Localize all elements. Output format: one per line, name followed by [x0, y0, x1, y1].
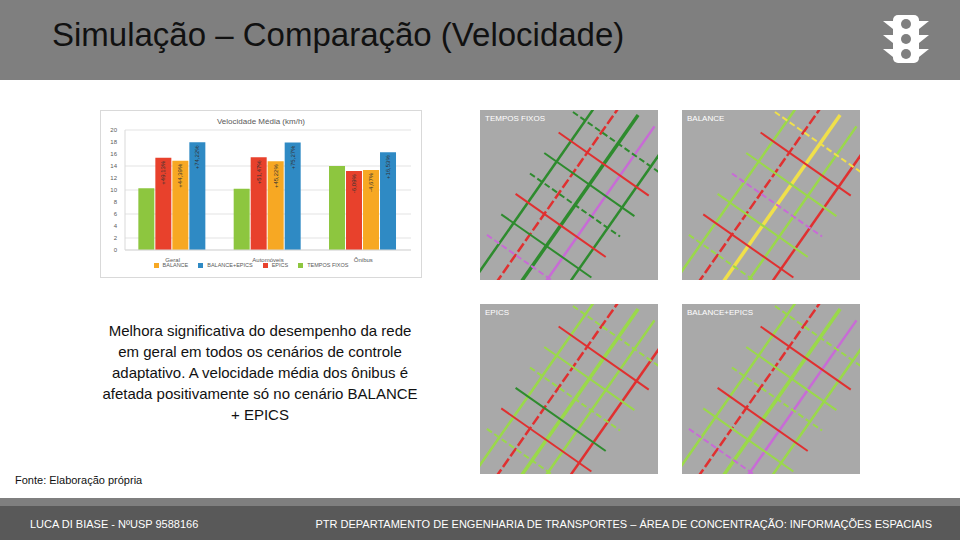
svg-text:4: 4 — [114, 223, 118, 229]
html-text:Velocidade Média (km/h): Velocidade Média (km/h) — [217, 117, 305, 126]
svg-text:16: 16 — [110, 151, 117, 157]
html-text:EPICS: EPICS — [271, 262, 289, 268]
html-text:LUCA DI BIASE - NºUSP 9588166: LUCA DI BIASE - NºUSP 9588166 — [30, 518, 199, 530]
svg-text:+16,53%: +16,53% — [385, 155, 391, 180]
svg-text:6: 6 — [114, 211, 118, 217]
svg-text:Geral: Geral — [165, 257, 180, 263]
svg-text:Automóveis: Automóveis — [252, 257, 283, 263]
svg-text:+49,13%: +49,13% — [160, 160, 166, 185]
svg-text:20: 20 — [110, 127, 117, 133]
html-text:BALANCE+EPICS: BALANCE+EPICS — [207, 262, 253, 268]
svg-text:-4,67%: -4,67% — [368, 172, 374, 192]
svg-text:18: 18 — [110, 139, 117, 145]
svg-text:14: 14 — [110, 163, 117, 169]
html-text:EPICS: EPICS — [485, 308, 509, 317]
html-text:PTR DEPARTAMENTO DE ENGENHARIA: PTR DEPARTAMENTO DE ENGENHARIA DE TRANSP… — [315, 518, 932, 530]
html-text:TEMPOS FIXOS: TEMPOS FIXOS — [307, 262, 349, 268]
svg-text:+44,39%: +44,39% — [177, 163, 183, 188]
svg-text:-6,09%: -6,09% — [351, 173, 357, 193]
html-text:TEMPOS FIXOS: TEMPOS FIXOS — [485, 114, 545, 123]
svg-text:10: 10 — [110, 187, 117, 193]
html-text:Fonte: Elaboração própria: Fonte: Elaboração própria — [15, 474, 143, 486]
svg-text:8: 8 — [114, 199, 118, 205]
html-text:BALANCE+EPICS: BALANCE+EPICS — [687, 308, 753, 317]
svg-text:2: 2 — [114, 235, 118, 241]
html-text:BALANCE: BALANCE — [687, 114, 725, 123]
html-text:Melhora significativa do desem: Melhora significativa do desempenho da r… — [102, 322, 418, 423]
svg-text:12: 12 — [110, 175, 117, 181]
svg-text:+51,47%: +51,47% — [256, 160, 262, 185]
html-text:Simulação – Comparação (Veloci: Simulação – Comparação (Velocidade) — [52, 16, 625, 53]
svg-text:+75,27%: +75,27% — [290, 145, 296, 170]
svg-text:+45,22%: +45,22% — [273, 164, 279, 189]
svg-text:+74,22%: +74,22% — [194, 145, 200, 170]
svg-text:Ônibus: Ônibus — [354, 257, 373, 263]
html-text:BALANCE: BALANCE — [162, 262, 189, 268]
svg-text:0: 0 — [114, 247, 118, 253]
